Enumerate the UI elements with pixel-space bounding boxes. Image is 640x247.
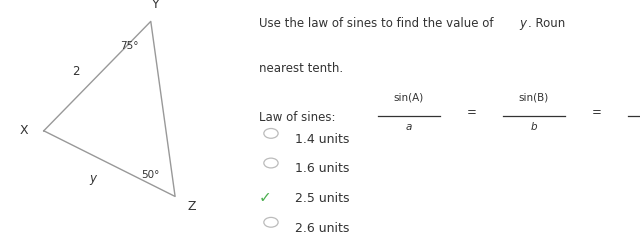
Text: 1.4 units: 1.4 units [295, 133, 349, 146]
Text: Law of sines:: Law of sines: [259, 111, 335, 124]
Text: 2.6 units: 2.6 units [295, 222, 349, 235]
Text: 2: 2 [72, 65, 79, 78]
Text: y: y [519, 17, 526, 30]
Text: X: X [20, 124, 29, 137]
Text: Y: Y [152, 0, 159, 11]
Text: b: b [531, 122, 537, 132]
Text: . Roun: . Roun [528, 17, 565, 30]
Text: y: y [89, 172, 96, 185]
Text: Z: Z [188, 200, 196, 213]
Text: 2.5 units: 2.5 units [295, 192, 349, 205]
Text: =: = [591, 106, 602, 119]
Text: 75°: 75° [120, 41, 138, 51]
Text: a: a [406, 122, 412, 132]
Text: Use the law of sines to find the value of: Use the law of sines to find the value o… [259, 17, 497, 30]
Text: ✓: ✓ [259, 190, 272, 205]
Text: =: = [467, 106, 476, 119]
Text: sin(B): sin(B) [519, 93, 549, 103]
Text: 1.6 units: 1.6 units [295, 162, 349, 175]
Text: nearest tenth.: nearest tenth. [259, 62, 343, 75]
Text: sin(A): sin(A) [394, 93, 424, 103]
Text: 50°: 50° [141, 170, 160, 180]
